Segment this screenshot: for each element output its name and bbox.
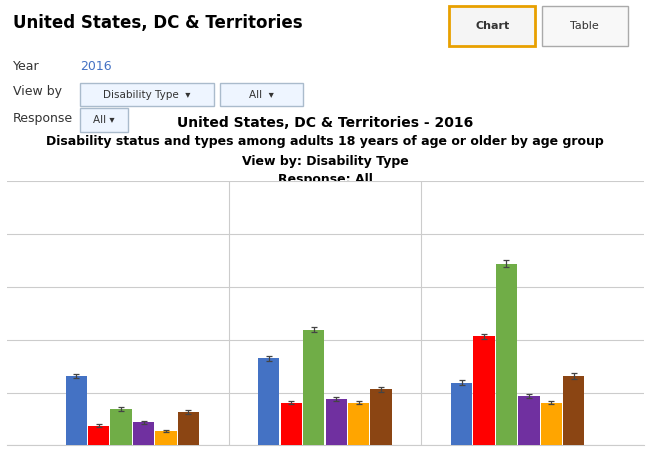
Text: Disability Type  ▾: Disability Type ▾ [103, 90, 190, 100]
Text: All ▾: All ▾ [92, 115, 114, 125]
Bar [80, 108, 127, 132]
Bar [326, 399, 347, 446]
Bar [178, 413, 199, 446]
Bar [111, 409, 132, 446]
Text: Year: Year [13, 60, 40, 73]
Text: United States, DC & Territories - 2016: United States, DC & Territories - 2016 [177, 116, 473, 130]
Bar [473, 336, 495, 446]
Bar [155, 431, 177, 446]
Bar [281, 402, 302, 446]
FancyBboxPatch shape [449, 6, 535, 46]
Bar [258, 358, 280, 446]
Bar [133, 423, 154, 446]
Text: Disability status and types among adults 18 years of age or older by age group: Disability status and types among adults… [46, 135, 604, 148]
Text: Chart: Chart [475, 21, 510, 31]
Bar [563, 376, 584, 446]
FancyBboxPatch shape [541, 6, 627, 46]
Bar [451, 382, 472, 446]
Text: View by: View by [13, 85, 62, 98]
Text: Table: Table [570, 21, 599, 31]
Bar [518, 396, 540, 446]
Text: 2016: 2016 [80, 60, 111, 73]
Text: United States, DC & Territories: United States, DC & Territories [13, 14, 302, 32]
Bar [541, 402, 562, 446]
Bar [66, 376, 87, 446]
Bar [496, 264, 517, 446]
Bar [80, 83, 214, 106]
Text: Response: All: Response: All [278, 173, 372, 186]
Bar [88, 426, 109, 446]
Bar [348, 402, 369, 446]
Bar [303, 330, 324, 446]
Text: Response: Response [13, 112, 73, 125]
Text: All  ▾: All ▾ [249, 90, 274, 100]
Text: View by: Disability Type: View by: Disability Type [242, 154, 408, 167]
Bar [370, 389, 392, 446]
Bar [220, 83, 303, 106]
